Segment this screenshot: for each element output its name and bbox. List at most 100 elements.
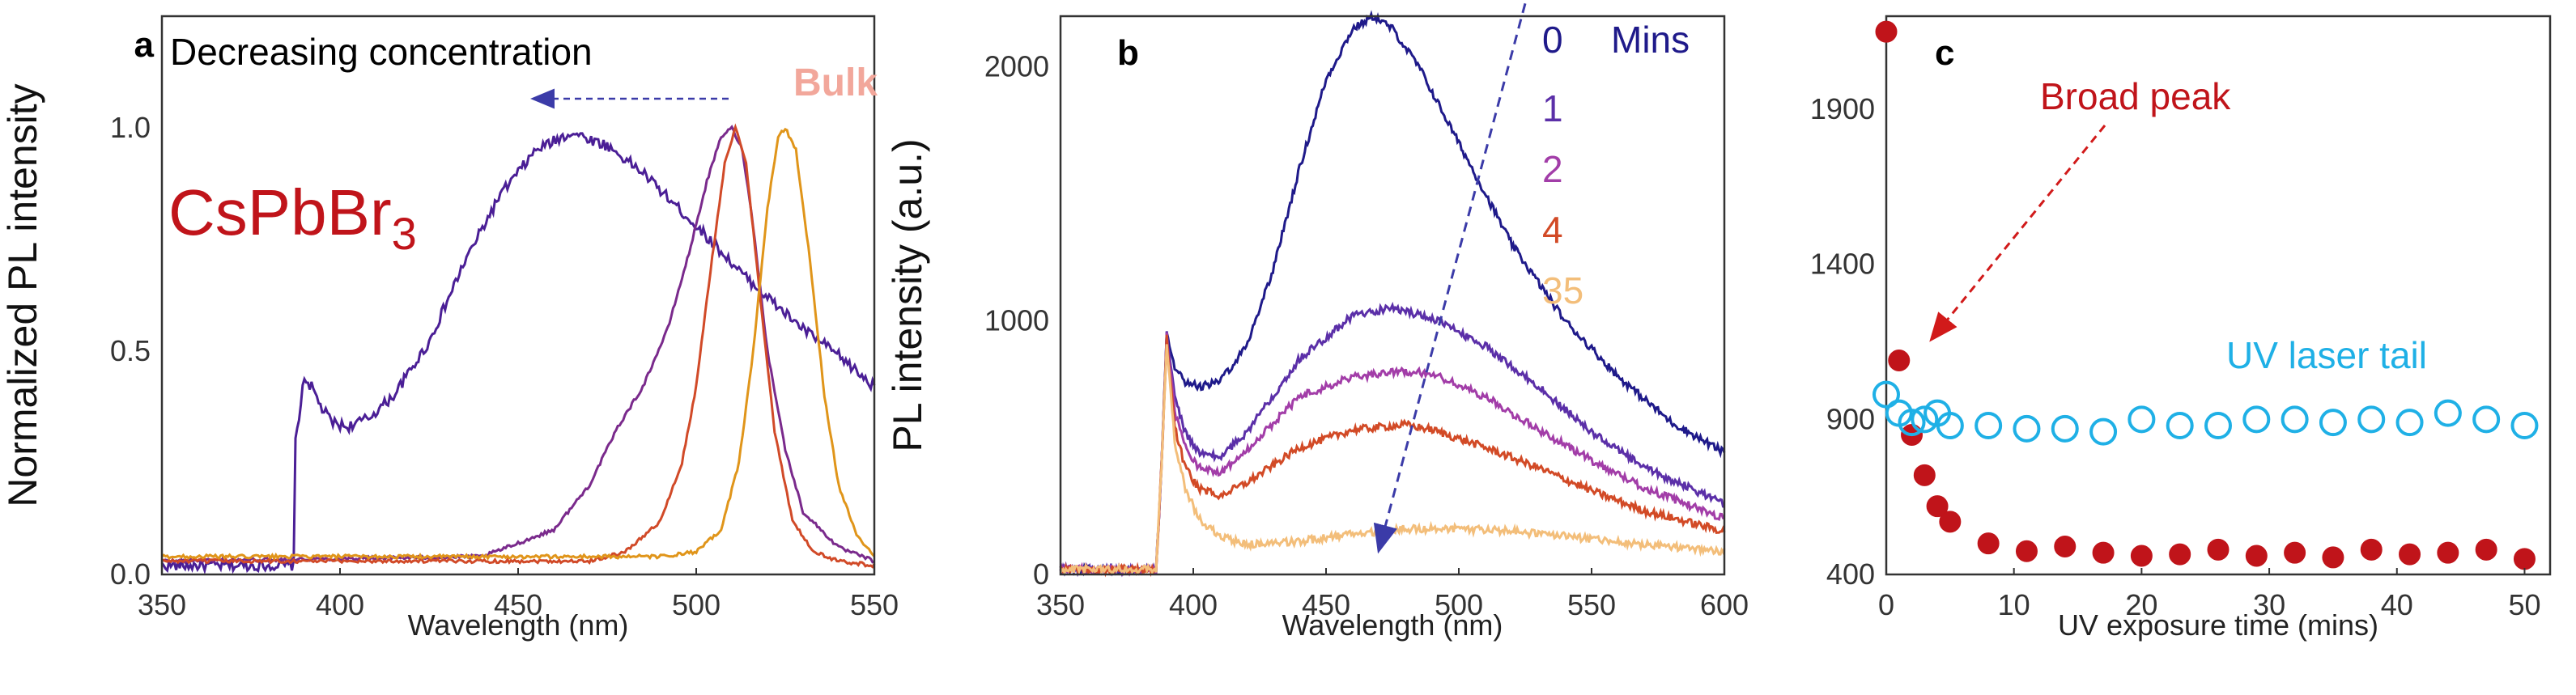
broad-peak-point [2360,538,2383,561]
panel-1-xtick-label: 550 [1567,588,1616,621]
panel-1-xtick-label: 500 [1435,588,1483,621]
uv-tail-point [1898,409,1926,437]
uv-tail-point [2472,405,2501,434]
panel-b-letter: b [1117,33,1139,73]
panel-1-ytick-label: 0 [1033,557,1049,591]
uv-tail-point [1975,412,2003,439]
panel-b-line-35-mins [1059,344,1726,577]
bulk-label: Bulk [793,61,878,104]
broad-peak-point [2284,541,2306,564]
broad-peak-point [2169,543,2191,566]
uv-tail-point [1872,380,1900,409]
panel-1-xtick-label: 350 [1036,588,1085,621]
panel-1-xtick-label: 450 [1302,588,1350,621]
panel-a-line-4 [161,127,876,562]
legend-title: Mins [1611,19,1690,61]
broad-peak-point [1977,532,2000,555]
uv-tail-point [2281,405,2309,434]
uv-tail-point [2166,412,2194,439]
panel-1-xtick-label: 400 [1169,588,1218,621]
panel-a-line-3 [161,123,876,569]
panel-0-xtick-label: 350 [138,588,186,621]
material-subscript: 3 [392,208,417,259]
panel-b-yticks: 0 1000 2000 [984,50,1049,591]
legend-entry-1: 1 [1542,87,1563,129]
uv-tail-point [2357,405,2386,434]
uv-tail-point [1936,412,1964,439]
panel-1-xtick-label: 600 [1700,588,1749,621]
panel-b-ylabel: PL intensity (a.u.) [885,138,930,451]
uv-tail-point [2089,417,2118,446]
broad-peak-point [2130,545,2153,567]
material-label: CsPbBr3 [168,176,417,259]
panel-0-ytick-label: 0.0 [110,557,151,591]
panel-c: 0 10 20 30 40 50 400 900 1400 1900 UV exposure t… [1810,15,2552,642]
broad-peak-point [2322,546,2344,569]
uv-tail-point [2434,399,2462,427]
panel-0-xtick-label: 450 [494,588,542,621]
uv-tail-point [2013,414,2041,443]
panel-b-xticks: 350 400 450 500 550 600 [1036,568,1749,621]
broad-peak-label: Broad peak [2040,75,2231,117]
panel-b-line-1-mins [1059,301,1725,578]
panel-a-xlabel: Wavelength (nm) [408,608,629,642]
legend-entry-4: 4 [1542,209,1563,251]
panel-0-xtick-label: 400 [316,588,364,621]
broad-peak-point [2092,541,2115,564]
panel-a-series [160,123,876,575]
panel-c-xlabel: UV exposure time (mins) [2058,608,2378,642]
material-formula: CsPbBr [168,176,392,248]
panel-2-ytick-label: 900 [1826,402,1875,435]
panel-2-ytick-label: 400 [1826,557,1875,591]
panel-b-xlabel: Wavelength (nm) [1282,608,1503,642]
broad-peak-point [2015,540,2038,562]
uv-tail-point [2395,409,2424,437]
legend-entry-0: 0 [1542,19,1563,61]
broad-peak-point [2054,536,2077,557]
legend-entry-2: 2 [1542,148,1563,190]
panel-b-legend: 0 1 2 4 35 Mins [1542,19,1690,311]
panel-b-frame [1059,15,1726,576]
panel-2-xtick-label: 10 [1998,588,2030,621]
uv-tail-label: UV laser tail [2226,334,2427,376]
broad-peak-point [1875,20,1898,43]
panel-2-xtick-label: 20 [2125,588,2157,621]
panel-b-series [1059,10,1726,578]
broad-peak-point [2437,541,2459,564]
panel-a-xticks: 350 400 450 500 550 [138,568,899,621]
panel-1-ytick-label: 1000 [984,303,1049,337]
broad-peak-point [1913,464,1936,486]
broad-peak-point [2399,543,2421,566]
time-trend-arrow [1373,2,1527,554]
broad-peak-point [2513,548,2536,570]
panel-c-xticks: 0 10 20 30 40 50 [1878,568,2540,621]
broad-peak-point [2475,538,2497,561]
panel-a-ylabel: Normalized PL intensity [0,83,45,506]
uv-tail-point [1911,405,1939,434]
uv-tail-point [2051,414,2079,443]
panel-1-ytick-label: 2000 [984,50,1049,83]
panel-2-ytick-label: 1400 [1810,248,1875,281]
panel-2-xtick-label: 0 [1878,588,1894,621]
panel-a: 350 400 450 500 550 0.0 0.5 1.0 Wavelength (nm… [0,15,899,642]
panel-a-yticks: 0.0 0.5 1.0 [110,111,151,591]
panel-2-xtick-label: 40 [2381,588,2413,621]
panel-2-ytick-label: 1900 [1810,92,1875,125]
broad-peak-point [2245,545,2268,567]
panel-2-xtick-label: 30 [2253,588,2285,621]
broad-peak-point [1888,350,1911,371]
uv-tail-point [2242,405,2271,434]
panel-c-series [1872,20,2539,570]
panel-b-line-0-mins [1059,10,1726,577]
uv-tail-point [2204,412,2232,439]
panel-0-xtick-label: 550 [850,588,899,621]
panel-a-frame [160,15,876,576]
broad-peak-arrow [1929,125,2106,342]
uv-tail-point [2510,412,2539,439]
panel-c-yticks: 400 900 1400 1900 [1810,92,1875,591]
panel-0-ytick-label: 0.5 [110,334,151,367]
panel-c-letter: c [1935,33,1954,73]
legend-entry-35: 35 [1542,269,1583,311]
panel-0-ytick-label: 1.0 [110,111,151,144]
